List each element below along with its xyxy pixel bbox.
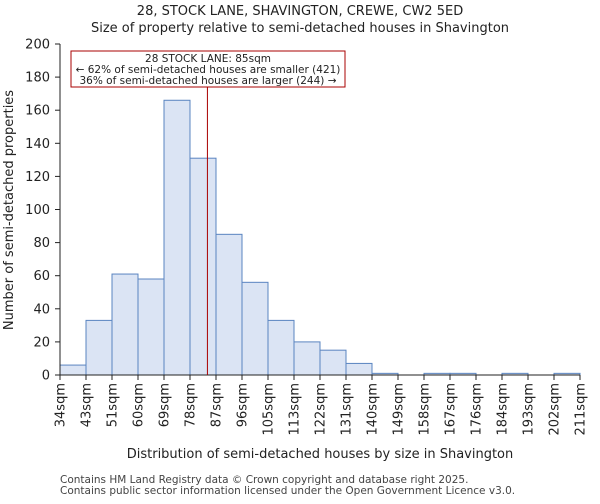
x-tick-label: 87sqm (210, 383, 225, 427)
histogram-bar (59, 364, 87, 376)
x-tick-label: 202sqm (548, 383, 563, 436)
histogram-bar (241, 281, 269, 376)
x-tick-label: 149sqm (392, 383, 407, 436)
annotation-line-2: ← 62% of semi-detached houses are smalle… (76, 64, 341, 76)
histogram-bar (267, 319, 295, 376)
histogram-bar (163, 99, 191, 376)
annotation-box (70, 50, 346, 88)
y-tick-label: 180 (25, 71, 50, 86)
y-tick-label: 120 (25, 170, 50, 185)
y-axis: 0 20 40 60 80 100 120 140 160 180 200 (25, 38, 61, 384)
annotation-line-1: 28 STOCK LANE: 85sqm (145, 53, 271, 65)
y-tick-label: 60 (33, 269, 50, 284)
histogram-bar (111, 273, 139, 376)
histogram-bar (85, 319, 113, 376)
x-tick-label: 113sqm (288, 383, 303, 436)
histogram-bar (293, 341, 321, 376)
y-tick-label: 20 (33, 335, 50, 350)
x-tick-label: 69sqm (158, 383, 173, 427)
annotation-line-3: 36% of semi-detached houses are larger (… (80, 75, 337, 87)
x-tick-label: 131sqm (340, 383, 355, 436)
chart-subtitle: Size of property relative to semi-detach… (91, 21, 509, 36)
histogram-bar (189, 157, 217, 376)
y-tick-label: 80 (33, 236, 50, 251)
x-axis: 34sqm 43sqm 51sqm 60sqm 69sqm 78sqm 87sqm 96sqm… (54, 374, 589, 436)
x-tick-label: 51sqm (106, 383, 121, 427)
x-tick-label: 167sqm (444, 383, 459, 436)
x-tick-label: 43sqm (80, 383, 95, 427)
x-tick-label: 60sqm (132, 383, 147, 427)
y-tick-label: 100 (25, 203, 50, 218)
bars-group (59, 99, 581, 376)
x-tick-label: 193sqm (522, 383, 537, 436)
y-tick-label: 200 (25, 38, 50, 53)
x-tick-label: 176sqm (470, 383, 485, 436)
x-axis-title: Distribution of semi-detached houses by … (127, 447, 514, 462)
y-tick-label: 140 (25, 137, 50, 152)
y-tick-label: 0 (42, 369, 50, 384)
y-tick-label: 160 (25, 104, 50, 119)
x-tick-label: 78sqm (184, 383, 199, 427)
histogram-bar (137, 278, 165, 376)
footer-line-1: Contains HM Land Registry data © Crown c… (60, 474, 468, 486)
x-tick-label: 211sqm (574, 383, 589, 436)
footer-line-2: Contains public sector information licen… (60, 485, 515, 497)
x-tick-label: 105sqm (262, 383, 277, 436)
histogram-bar (319, 349, 347, 376)
x-tick-label: 122sqm (314, 383, 329, 436)
x-tick-label: 158sqm (418, 383, 433, 436)
x-tick-label: 140sqm (366, 383, 381, 436)
chart-title: 28, STOCK LANE, SHAVINGTON, CREWE, CW2 5… (137, 4, 463, 19)
y-axis-title: Number of semi-detached properties (2, 90, 17, 330)
x-tick-label: 184sqm (496, 383, 511, 436)
x-tick-label: 34sqm (54, 383, 69, 427)
histogram-bar (215, 233, 243, 376)
x-tick-label: 96sqm (236, 383, 251, 427)
histogram-bar (345, 362, 373, 376)
y-tick-label: 40 (33, 302, 50, 317)
